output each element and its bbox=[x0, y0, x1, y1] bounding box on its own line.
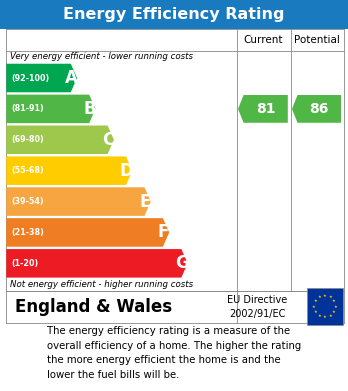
Text: ★: ★ bbox=[332, 310, 336, 314]
Text: ★: ★ bbox=[317, 314, 321, 318]
Text: (21-38): (21-38) bbox=[11, 228, 44, 237]
Bar bbox=[307, 289, 343, 325]
Text: (92-100): (92-100) bbox=[11, 74, 50, 83]
Polygon shape bbox=[6, 187, 151, 216]
Polygon shape bbox=[6, 218, 169, 247]
Text: ★: ★ bbox=[332, 299, 336, 303]
Text: G: G bbox=[175, 254, 189, 273]
Text: Potential: Potential bbox=[294, 35, 340, 45]
Text: ★: ★ bbox=[323, 316, 326, 319]
Text: (81-91): (81-91) bbox=[11, 104, 44, 113]
Text: 86: 86 bbox=[310, 102, 329, 116]
Polygon shape bbox=[6, 156, 132, 185]
Polygon shape bbox=[292, 95, 341, 123]
Text: 2002/91/EC: 2002/91/EC bbox=[229, 308, 286, 319]
Text: Current: Current bbox=[244, 35, 283, 45]
Text: C: C bbox=[102, 131, 114, 149]
Polygon shape bbox=[6, 126, 114, 154]
Text: D: D bbox=[120, 161, 134, 180]
Text: E: E bbox=[140, 192, 151, 211]
Text: ★: ★ bbox=[334, 305, 338, 308]
Text: ★: ★ bbox=[314, 310, 317, 314]
Text: A: A bbox=[65, 69, 78, 87]
Text: ★: ★ bbox=[312, 305, 316, 308]
Text: ★: ★ bbox=[317, 295, 321, 299]
Text: ★: ★ bbox=[328, 295, 332, 299]
Polygon shape bbox=[238, 95, 288, 123]
Bar bbox=[0, 0, 348, 29]
Text: ★: ★ bbox=[328, 314, 332, 318]
Text: (39-54): (39-54) bbox=[11, 197, 44, 206]
Polygon shape bbox=[6, 95, 95, 123]
Text: (69-80): (69-80) bbox=[11, 135, 44, 144]
Polygon shape bbox=[6, 249, 188, 278]
Text: ★: ★ bbox=[314, 299, 317, 303]
Polygon shape bbox=[6, 64, 77, 92]
Text: 81: 81 bbox=[256, 102, 276, 116]
Text: (1-20): (1-20) bbox=[11, 259, 39, 268]
Text: (55-68): (55-68) bbox=[11, 166, 44, 175]
Text: B: B bbox=[84, 100, 96, 118]
Text: EU Directive: EU Directive bbox=[227, 294, 288, 305]
Text: ★: ★ bbox=[323, 294, 326, 298]
Text: England & Wales: England & Wales bbox=[15, 298, 172, 316]
Text: Very energy efficient - lower running costs: Very energy efficient - lower running co… bbox=[10, 52, 193, 61]
Text: Not energy efficient - higher running costs: Not energy efficient - higher running co… bbox=[10, 280, 193, 289]
Text: The energy efficiency rating is a measure of the
overall efficiency of a home. T: The energy efficiency rating is a measur… bbox=[47, 326, 301, 380]
Text: F: F bbox=[158, 223, 169, 242]
Text: Energy Efficiency Rating: Energy Efficiency Rating bbox=[63, 7, 285, 22]
